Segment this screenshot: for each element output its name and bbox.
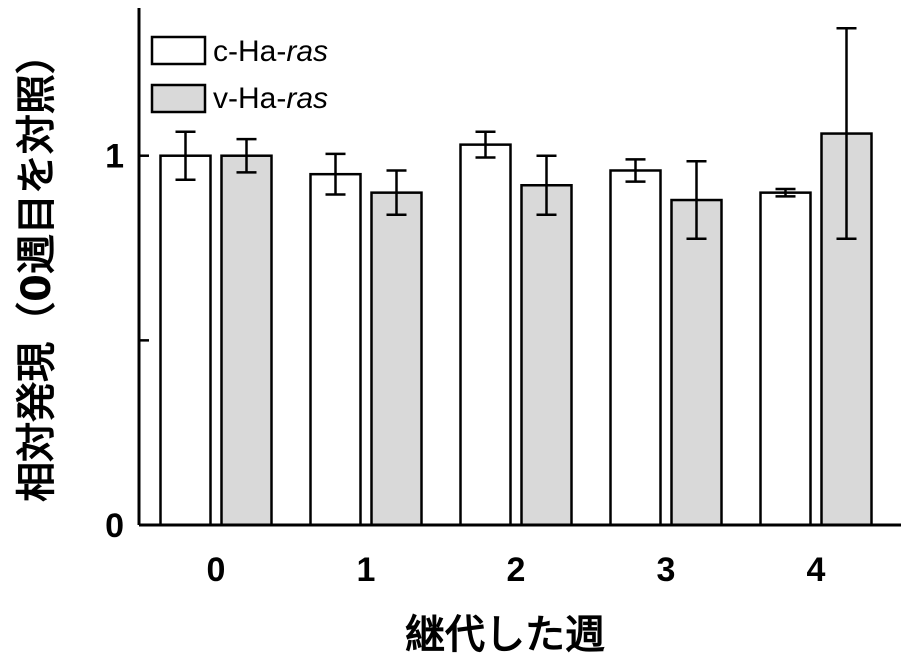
y-tick-label-0: 0	[105, 507, 124, 545]
x-tick-label-4: 4	[807, 551, 826, 589]
error-bar-series0-week-4	[775, 187, 796, 198]
bar-series1-week-2	[520, 184, 573, 527]
error-bar-series1-week-2	[536, 154, 557, 217]
error-bar-series1-week-0	[236, 137, 257, 174]
x-tick-label-2: 2	[507, 551, 526, 589]
x-tick-label-0: 0	[207, 551, 226, 589]
bar-series0-week-3	[609, 169, 662, 527]
error-bars-layer	[175, 27, 857, 241]
error-bar-series0-week-2	[475, 130, 496, 159]
bar-series1-week-3	[670, 198, 723, 527]
x-tick-label-1: 1	[357, 551, 376, 589]
x-axis-title: 継代した週	[405, 612, 605, 658]
bar-series0-week-0	[159, 154, 212, 527]
error-bar-series1-week-3	[686, 160, 707, 241]
error-bar-series0-week-0	[175, 130, 196, 181]
y-tick-label-2: 1	[105, 138, 124, 176]
bar-series1-week-0	[220, 154, 273, 527]
legend-label-v-ha-ras: v-Ha-ras	[213, 82, 328, 115]
legend-swatch-c-ha-ras	[150, 35, 207, 66]
error-bar-series1-week-1	[386, 169, 407, 217]
y-axis-title: 相対発現（0週目を対照）	[14, 34, 60, 502]
x-tick-label-3: 3	[657, 551, 676, 589]
error-bar-series1-week-4	[836, 27, 857, 241]
legend-label-c-ha-ras: c-Ha-ras	[213, 35, 328, 68]
bar-series1-week-1	[370, 191, 423, 527]
bar-series0-week-1	[309, 172, 362, 527]
x-ticks-layer: 0 1 2 3 4	[207, 551, 826, 589]
bars-layer	[159, 132, 873, 527]
bar-series0-week-4	[759, 191, 812, 527]
legend-swatch-v-ha-ras	[150, 83, 207, 114]
error-bar-series0-week-3	[625, 158, 646, 183]
axes-layer	[137, 8, 901, 527]
legend: c-Ha-ras v-Ha-ras	[150, 35, 328, 115]
y-ticks-layer: 01	[105, 138, 149, 545]
bar-series0-week-2	[459, 143, 512, 527]
error-bar-series0-week-1	[325, 152, 346, 196]
